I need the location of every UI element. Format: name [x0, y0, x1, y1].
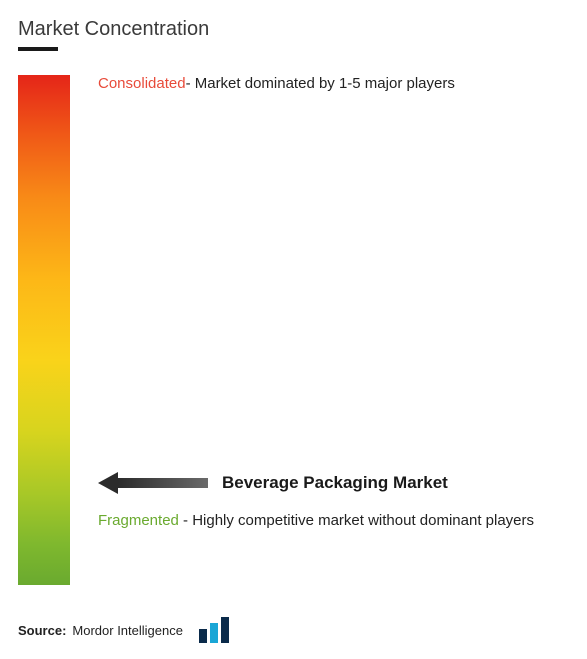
label-column: Consolidated- Market dominated by 1-5 ma…: [98, 75, 569, 605]
main-content: Consolidated- Market dominated by 1-5 ma…: [18, 75, 569, 605]
fragmented-label: Fragmented - Highly competitive market w…: [98, 506, 534, 536]
fragmented-text: - Highly competitive market without domi…: [179, 512, 534, 529]
consolidated-keyword: Consolidated: [98, 75, 186, 92]
mordor-logo-icon: [199, 617, 229, 643]
arrow-left-icon: [98, 470, 208, 496]
title-underline: [18, 47, 58, 51]
source-label: Source:: [18, 623, 66, 638]
footer: Source: Mordor Intelligence: [18, 617, 569, 643]
concentration-gradient-bar: [18, 75, 70, 585]
fragmented-keyword: Fragmented: [98, 512, 179, 529]
consolidated-text: - Market dominated by 1-5 major players: [186, 75, 455, 92]
market-position-marker: Beverage Packaging Market: [98, 470, 448, 496]
source-value: Mordor Intelligence: [72, 623, 183, 638]
consolidated-label: Consolidated- Market dominated by 1-5 ma…: [98, 75, 455, 92]
market-name: Beverage Packaging Market: [222, 473, 448, 493]
page-title: Market Concentration: [18, 18, 569, 41]
